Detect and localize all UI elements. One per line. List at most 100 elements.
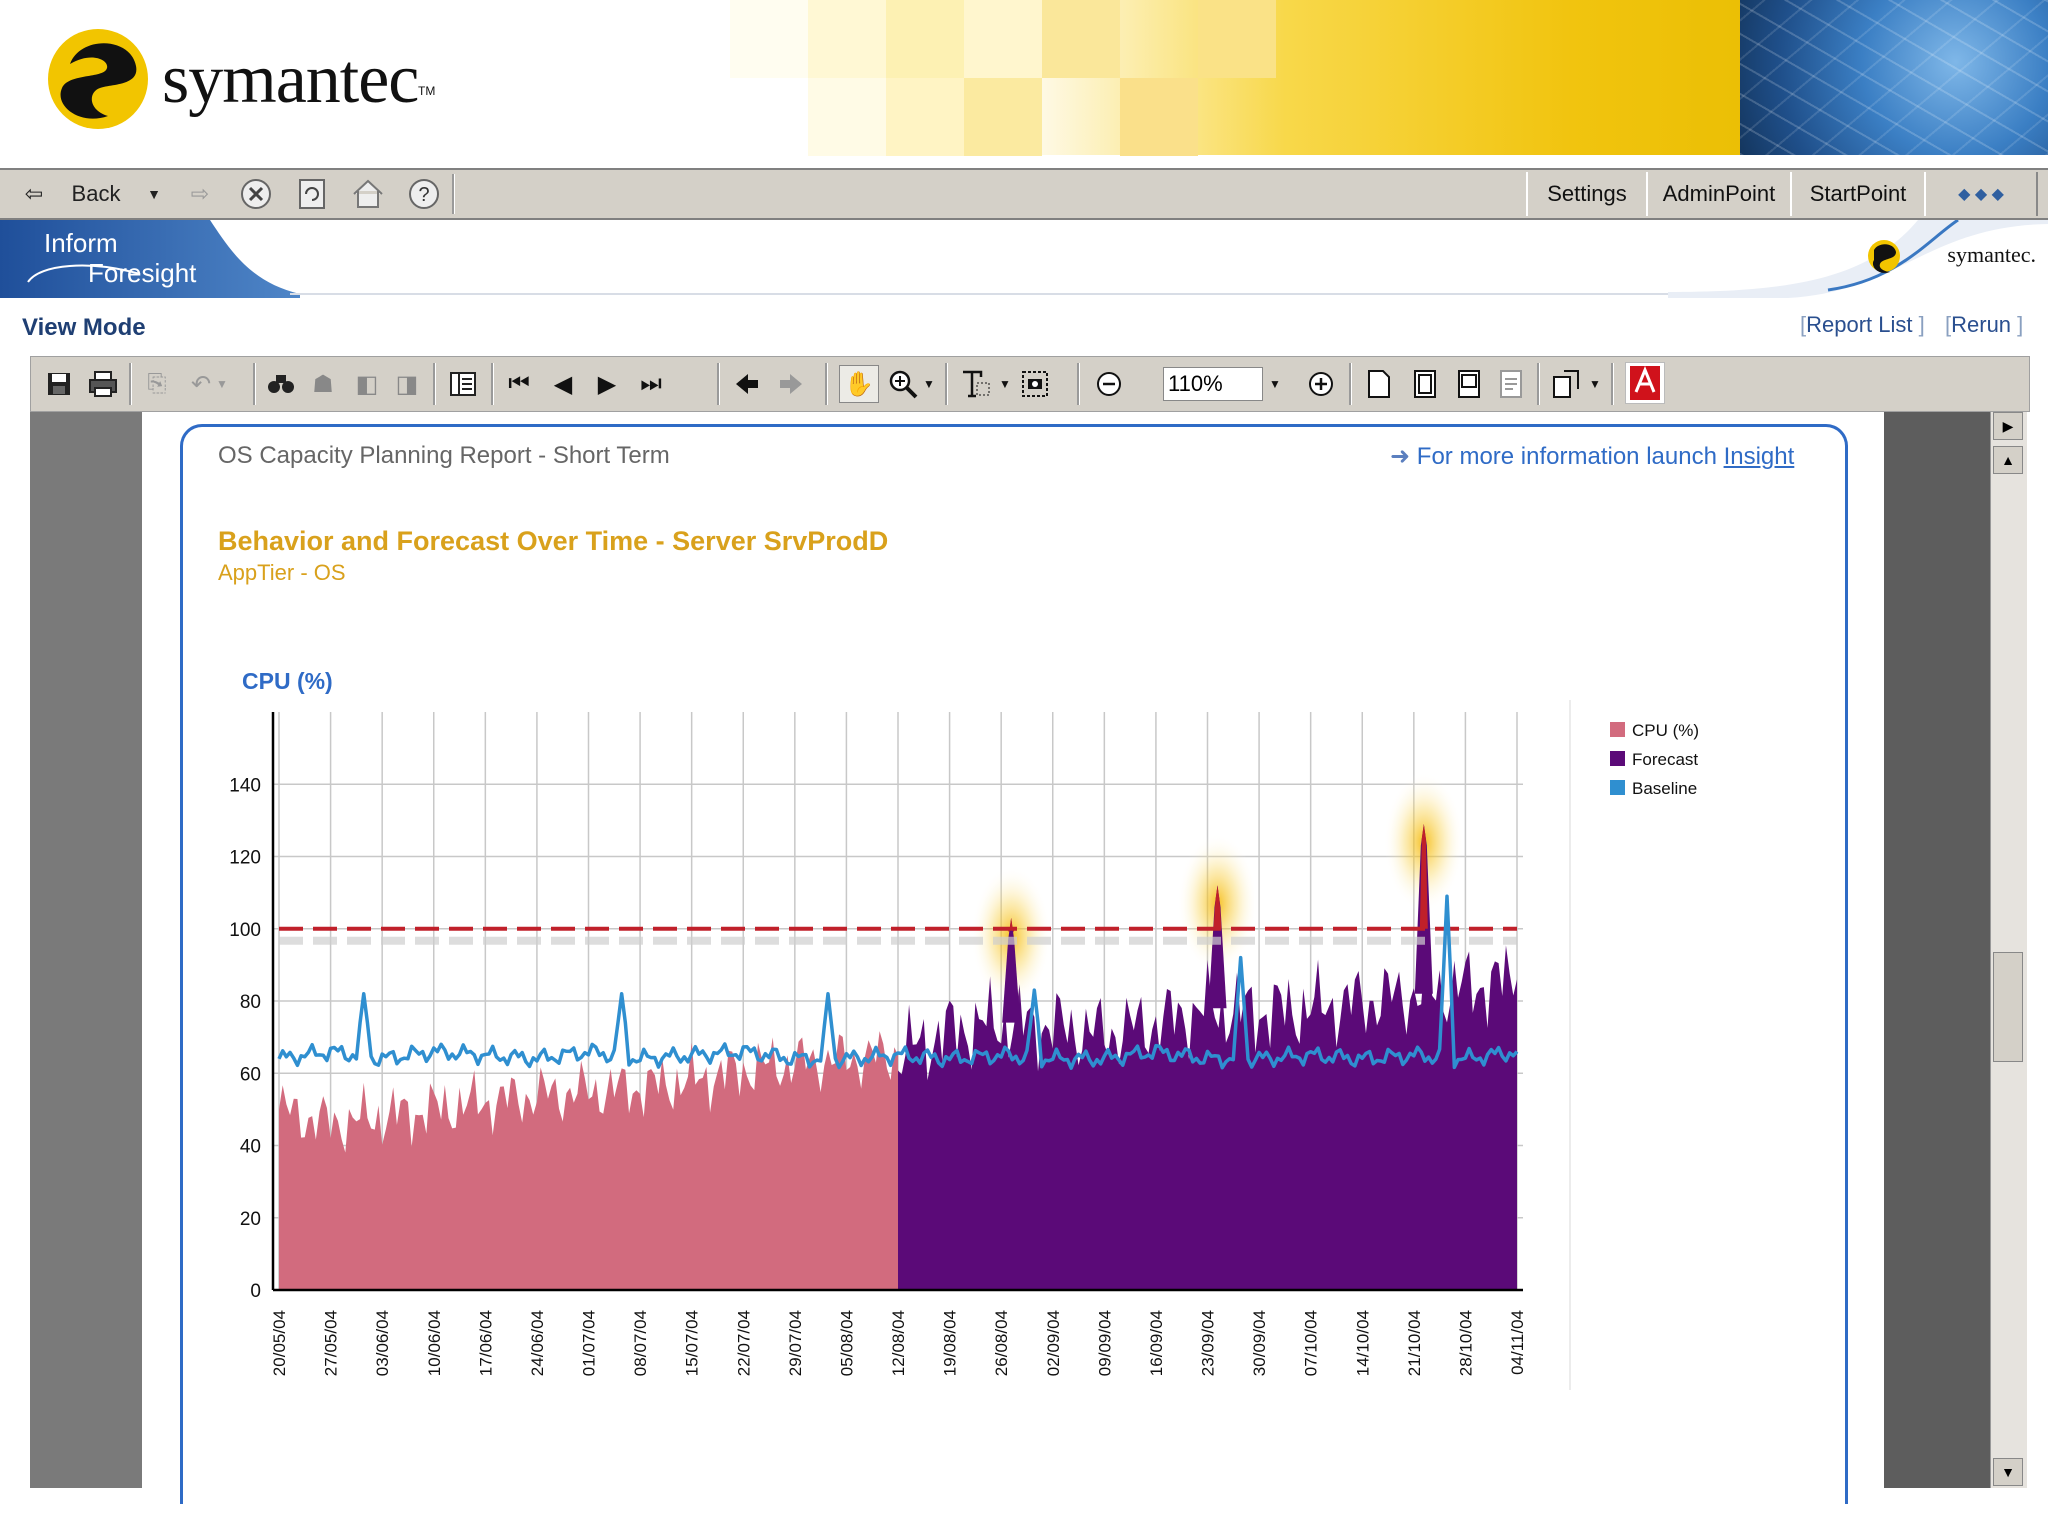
forecast-spike [1208,885,1227,1009]
x-tick-label: 12/08/04 [889,1310,908,1376]
back-arrow-icon[interactable]: ⇦ [24,181,44,206]
fit-page-icon[interactable] [1407,365,1443,403]
x-tick-label: 21/10/04 [1405,1310,1424,1376]
search-people-icon[interactable]: ☗ [312,370,334,398]
find-icon[interactable] [263,365,299,403]
zoom-in-icon[interactable] [1303,365,1339,403]
home-icon[interactable] [348,174,388,214]
inform-foresight-logo [0,220,300,298]
app-header: Inform Foresight symantec. [0,220,2048,298]
y-axis-title: CPU (%) [242,668,333,694]
go-forward-icon[interactable] [773,365,809,403]
y-tick-label: 0 [250,1281,261,1302]
rotate-view-dropdown-icon[interactable]: ▼ [1589,377,1601,391]
product-name-line1: Inform [44,228,118,258]
help-icon[interactable]: ? [404,174,444,214]
adobe-icon[interactable] [1625,362,1665,404]
product-name-line2: Foresight [88,258,197,288]
scroll-expand-icon[interactable]: ▶ [1993,412,2023,440]
startpoint-link[interactable]: StartPoint [1790,172,1926,216]
save-icon[interactable] [41,365,77,403]
x-tick-label: 29/07/04 [786,1310,805,1376]
chart-title: Behavior and Forecast Over Time - Server… [218,526,889,556]
x-tick-label: 24/06/04 [528,1310,547,1376]
undo-dropdown-icon[interactable]: ▼ [216,377,228,391]
symantec-logo-icon [48,29,148,129]
chart-subtitle: AppTier - OS [218,560,346,585]
scroll-up-icon[interactable]: ▲ [1993,446,2023,474]
scroll-thumb[interactable] [1993,952,2023,1062]
zoom-level-input[interactable] [1163,367,1263,401]
print-icon[interactable] [85,365,121,403]
y-tick-label: 80 [240,992,261,1013]
insight-link[interactable]: ➜ For more information launch Insight [1390,443,1795,470]
y-tick-label: 60 [240,1064,261,1085]
zoom-in-tool-icon[interactable] [885,365,921,403]
fit-width-icon[interactable] [1451,365,1487,403]
hand-tool-icon[interactable]: ✋ [839,365,879,403]
undo-icon[interactable]: ↶ [190,370,212,398]
x-tick-label: 07/10/04 [1302,1310,1321,1376]
zoom-out-icon[interactable] [1091,365,1127,403]
page-layout-icon[interactable] [445,365,481,403]
y-tick-label: 20 [240,1209,261,1230]
zoom-level-dropdown-icon[interactable]: ▼ [1269,377,1281,391]
text-tool-dropdown-icon[interactable]: ▼ [999,377,1011,391]
forecast-spike-over-threshold [1213,885,1222,929]
x-tick-label: 01/07/04 [580,1310,599,1376]
x-tick-label: 04/11/04 [1508,1310,1527,1375]
top-banner: symantec TM [0,0,2048,168]
vertical-scrollbar[interactable]: ▶ ▲ ▼ [1990,412,2027,1488]
next-page-view-icon[interactable]: ◨ [395,370,419,398]
previous-page-view-icon[interactable]: ◧ [355,370,379,398]
more-menu-icon[interactable]: ◆ ◆ ◆ [1924,172,2038,216]
svg-text:?: ? [418,184,429,206]
arrow-right-icon: ➜ [1390,443,1417,470]
refresh-icon[interactable] [292,174,332,214]
rerun-link[interactable]: [Rerun ] [1945,312,2024,337]
x-tick-label: 08/07/04 [631,1310,650,1376]
forecast-spike-over-threshold [1419,823,1428,929]
x-tick-label: 14/10/04 [1353,1310,1372,1376]
x-tick-label: 27/05/04 [322,1310,341,1376]
stop-icon[interactable] [236,174,276,214]
insight-anchor[interactable]: Insight [1723,443,1795,470]
y-tick-label: 140 [229,775,261,796]
y-tick-label: 120 [229,848,261,869]
back-dropdown-icon[interactable]: ▼ [147,186,161,202]
cpu-area [279,1031,898,1290]
x-tick-label: 10/06/04 [425,1310,444,1376]
adminpoint-link[interactable]: AdminPoint [1646,172,1792,216]
go-back-icon[interactable] [729,365,765,403]
legend-swatch [1610,780,1625,795]
y-tick-label: 40 [240,1137,261,1158]
legend-swatch [1610,722,1625,737]
zoom-tool-dropdown-icon[interactable]: ▼ [923,377,935,391]
scroll-down-icon[interactable]: ▼ [1993,1458,2023,1486]
reflow-icon[interactable] [1493,365,1529,403]
report-list-link[interactable]: [Report List ] [1800,312,1925,337]
brand-trademark: TM [418,84,436,98]
report-title: OS Capacity Planning Report - Short Term [218,442,670,469]
x-tick-label: 28/10/04 [1456,1310,1475,1376]
forecast-spike-over-threshold [1007,917,1016,933]
copy-icon[interactable]: ⎘ [147,370,167,397]
cpu-forecast-chart: 0 20 40 60 80 100 120 140 20/05/04 27/05/04 03/06/… [229,700,1699,1390]
forward-arrow-icon[interactable]: ⇨ [190,181,210,206]
banner-globe-image [1740,0,2048,155]
browser-toolbar: ⇦ Back ▼ ⇨ ? Settings AdminPoint StartPo… [0,168,2048,220]
legend-label: CPU (%) [1632,721,1699,740]
actual-size-icon[interactable] [1361,365,1397,403]
first-page-icon[interactable]: ⏮ [508,370,530,397]
snapshot-tool-icon[interactable] [1017,365,1053,403]
last-page-icon[interactable]: ⏭ [640,370,662,397]
previous-page-icon[interactable]: ◀ [553,370,573,398]
back-button[interactable]: Back [71,181,121,206]
banner-tiles [730,0,2048,156]
next-page-icon[interactable]: ▶ [597,370,617,398]
x-tick-label: 20/05/04 [270,1310,289,1376]
text-select-tool-icon[interactable] [959,365,995,403]
rotate-view-icon[interactable] [1549,365,1585,403]
x-tick-label: 30/09/04 [1250,1310,1269,1376]
settings-link[interactable]: Settings [1526,172,1648,216]
